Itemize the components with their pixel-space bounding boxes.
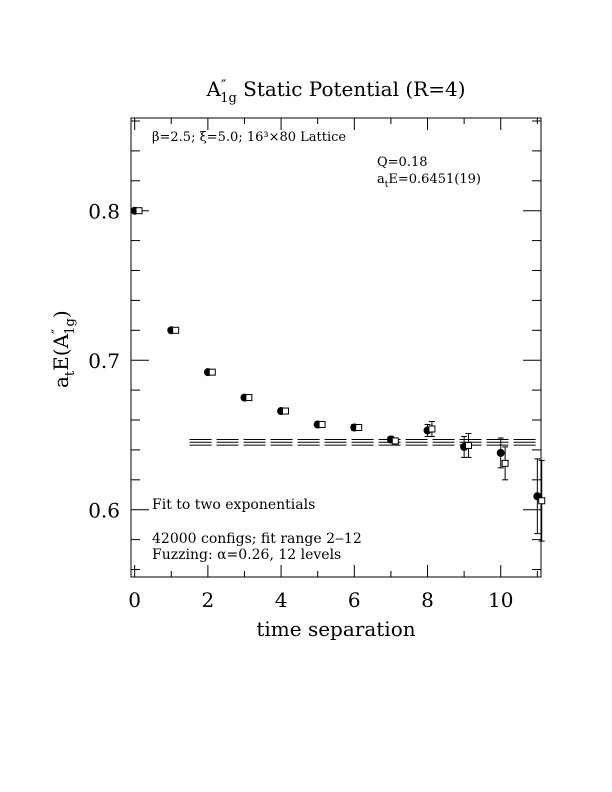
data-point-square [208,368,216,376]
x-tick-label: 0 [128,588,141,612]
x-axis-label: time separation [256,617,415,641]
configs-annotation: 42000 configs; fit range 2‒12 [152,531,362,547]
data-point-square [355,423,363,431]
data-point-square [245,394,253,402]
y-tick-label: 0.7 [88,349,120,373]
data-point-square [428,425,436,433]
data-point-square [318,420,326,428]
title-sub: 1g [220,91,237,106]
x-tick-label: 8 [421,588,434,612]
ylabel-e: E(A [49,333,73,370]
data-point-square [135,207,143,215]
title-prime: ″ [221,78,226,94]
y-tick-label: 0.6 [88,499,120,523]
ylabel-a: a [49,376,73,388]
data-point-circle [496,448,505,457]
energy-a: a [377,172,385,187]
ylabel-sub: 1g [63,318,78,335]
axis-ticks [131,118,541,577]
lattice-annotation: β=2.5; ξ=5.0; 16³×80 Lattice [152,130,346,145]
chart-title: A″ 1g Static Potential (R=4) [206,77,466,106]
x-tick-label: 2 [202,588,215,612]
ylabel-a-sub: t [63,370,78,376]
x-tick-labels: 0 2 4 6 8 10 [128,588,513,612]
x-tick-label: 6 [348,588,361,612]
y-axis-label: atE(A″1g) [49,310,78,388]
ylabel-close: ) [49,310,73,318]
fit-annotation: Fit to two exponentials [152,497,315,513]
data-marks [130,206,546,542]
energy-sub: t [385,180,389,190]
q-annotation: Q=0.18 [377,155,428,170]
plot-frame [130,117,542,578]
data-point-square [172,326,180,334]
y-tick-label: 0.8 [88,200,120,224]
data-point-square [391,437,399,445]
fuzzing-annotation: Fuzzing: α=0.26, 12 levels [152,547,341,563]
y-tick-labels: 0.6 0.7 0.8 [88,200,120,523]
energy-rest: E=0.6451(19) [388,172,481,187]
energy-annotation: atE=0.6451(19) [377,172,481,190]
ylabel-prime: ″ [50,329,66,334]
title-rest: Static Potential (R=4) [237,77,466,101]
x-tick-label: 4 [275,588,288,612]
data-point-square [538,497,546,505]
title-main: A [206,77,222,101]
data-point-square [501,459,509,467]
x-tick-label: 10 [488,588,513,612]
data-point-square [281,407,289,415]
fit-band [189,438,541,446]
data-point-square [465,441,473,449]
